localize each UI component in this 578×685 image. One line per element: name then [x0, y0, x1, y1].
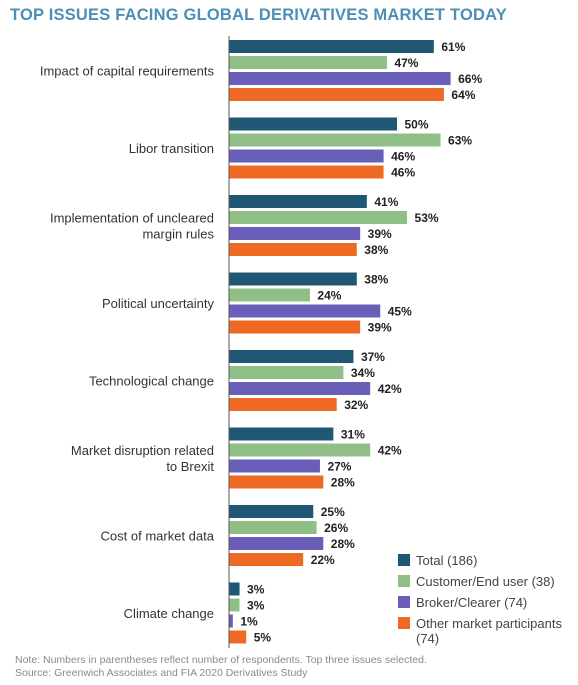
bar-group: Technological change 37% 34%42% 32%	[89, 350, 402, 412]
bar-group: Market disruption related to Brexit 31% 42%…	[71, 427, 402, 490]
legend-swatch-total	[398, 554, 410, 566]
data-label: 50%	[405, 118, 429, 132]
category-label: Libor transition	[129, 141, 214, 156]
bar-other	[229, 475, 324, 489]
legend-item-customer: Customer/End user (38)	[398, 574, 576, 589]
data-label: 46%	[391, 150, 415, 164]
bar-total	[229, 272, 357, 286]
data-label: 61%	[441, 40, 465, 54]
data-label: 34%	[351, 366, 375, 380]
data-label: 53%	[415, 211, 439, 225]
bar-total	[229, 117, 397, 131]
data-label: 42%	[378, 444, 402, 458]
bar-other	[229, 398, 337, 411]
legend-item-broker: Broker/Clearer (74)	[398, 595, 576, 610]
bar-broker	[229, 382, 371, 395]
bar-customer	[229, 521, 317, 534]
data-label: 45%	[388, 305, 412, 319]
category-label: Technological change	[89, 374, 214, 389]
bar-total	[229, 505, 314, 518]
category-label: Implementation of uncleared margin rules	[50, 211, 215, 242]
bar-other	[229, 320, 361, 334]
bar-customer	[229, 598, 240, 612]
bar-other	[229, 243, 357, 256]
data-label: 28%	[331, 537, 355, 551]
bar-group: Cost of market data 25% 26% 28% 22%	[101, 505, 355, 567]
data-label: 25%	[321, 505, 345, 519]
bar-broker	[229, 537, 324, 550]
bar-total	[229, 582, 240, 596]
data-label: 28%	[331, 476, 355, 490]
data-label: 66%	[458, 72, 482, 86]
data-label: 26%	[324, 521, 348, 535]
bar-customer	[229, 211, 408, 224]
data-label: 38%	[364, 243, 388, 257]
legend-swatch-other	[398, 617, 410, 629]
bar-chart: Impact of capital requirements 61% 47% 66% 6…	[40, 36, 482, 648]
bar-broker	[229, 149, 384, 163]
legend-label-broker: Broker/Clearer (74)	[416, 595, 528, 610]
bar-group: Political uncertainty 38% 24% 45% 39%	[102, 272, 412, 335]
category-label: Market disruption related to Brexit	[71, 443, 214, 474]
legend-swatch-broker	[398, 596, 410, 608]
legend-label-customer: Customer/End user (38)	[416, 574, 555, 589]
legend-label-total: Total (186)	[416, 553, 478, 568]
data-label: 41%	[374, 195, 398, 209]
category-label: Political uncertainty	[102, 296, 214, 311]
bar-customer	[229, 133, 441, 147]
category-label: Impact of capital requirements	[40, 64, 215, 79]
data-label: 37%	[361, 350, 385, 364]
data-label: 64%	[451, 88, 475, 102]
bar-other	[229, 630, 247, 644]
category-label: Climate change	[124, 606, 214, 621]
data-label: 3%	[247, 583, 265, 597]
data-label: 46%	[391, 166, 415, 180]
data-label: 31%	[341, 428, 365, 442]
data-label: 27%	[327, 460, 351, 474]
legend-swatch-customer	[398, 575, 410, 587]
bar-total	[229, 40, 434, 53]
bar-other	[229, 88, 444, 101]
data-label: 1%	[240, 615, 258, 629]
bar-broker	[229, 304, 381, 318]
data-label: 47%	[394, 56, 418, 70]
bar-other	[229, 553, 304, 566]
bar-group: Implementation of uncleared margin rules 4…	[50, 195, 439, 257]
bar-customer	[229, 288, 310, 302]
bar-customer	[229, 56, 387, 69]
chart-title: TOP ISSUES FACING GLOBAL DERIVATIVES MAR…	[10, 6, 507, 24]
data-label: 42%	[378, 382, 402, 396]
data-label: 22%	[311, 553, 335, 567]
legend-item-total: Total (186)	[398, 553, 576, 568]
bar-total	[229, 350, 354, 363]
data-label: 38%	[364, 273, 388, 287]
bar-total	[229, 427, 334, 441]
data-label: 39%	[368, 227, 392, 241]
bar-broker	[229, 72, 451, 85]
bar-broker	[229, 614, 233, 628]
bar-broker	[229, 227, 361, 240]
data-label: 63%	[448, 134, 472, 148]
category-label: Cost of market data	[101, 529, 215, 544]
source-text: Source: Greenwich Associates and FIA 202…	[15, 667, 308, 679]
bar-group: Libor transition 50% 63% 46% 46%	[129, 117, 472, 180]
bar-group: Impact of capital requirements 61% 47% 66% 6…	[40, 40, 482, 102]
note-text: Note: Numbers in parentheses reflect num…	[15, 654, 427, 666]
data-label: 32%	[344, 398, 368, 412]
bar-customer	[229, 443, 371, 457]
data-label: 24%	[317, 289, 341, 303]
bar-broker	[229, 459, 320, 473]
data-label: 5%	[254, 631, 272, 645]
bar-customer	[229, 366, 344, 379]
data-label: 39%	[368, 321, 392, 335]
footnote: Note: Numbers in parentheses reflect num…	[15, 654, 427, 680]
data-label: 3%	[247, 599, 265, 613]
bar-other	[229, 165, 384, 179]
legend-item-other: Other market participants (74)	[398, 616, 576, 646]
bar-total	[229, 195, 367, 208]
legend-label-other: Other market participants (74)	[416, 616, 562, 646]
legend: Total (186) Customer/End user (38) Broke…	[398, 553, 576, 652]
bar-group: Climate change 3% 3% 1% 5%	[124, 582, 272, 645]
